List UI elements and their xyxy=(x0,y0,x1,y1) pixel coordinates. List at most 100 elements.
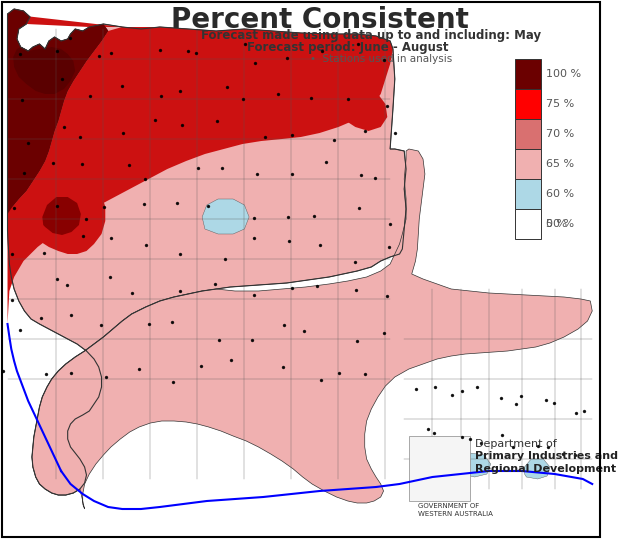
Text: 100 %: 100 % xyxy=(546,69,581,79)
Point xyxy=(40,370,51,378)
Point xyxy=(240,40,250,49)
Point xyxy=(66,369,76,377)
Point xyxy=(457,433,467,442)
Point xyxy=(390,129,400,137)
Point xyxy=(78,231,88,240)
Point xyxy=(127,288,138,297)
Point xyxy=(495,393,506,402)
Text: Forecast made using data up to and including: May: Forecast made using data up to and inclu… xyxy=(201,29,541,42)
Point xyxy=(360,127,371,135)
Point xyxy=(48,159,58,168)
Point xyxy=(351,286,362,295)
Text: Regional Development: Regional Development xyxy=(475,464,616,474)
Point xyxy=(209,280,220,289)
Point xyxy=(317,47,327,56)
Point xyxy=(516,392,527,400)
Point xyxy=(315,240,325,249)
Point xyxy=(497,431,508,440)
Point xyxy=(382,101,392,110)
Point xyxy=(94,52,104,60)
Point xyxy=(9,204,19,212)
Point xyxy=(175,287,186,295)
Point xyxy=(447,391,457,399)
Point xyxy=(382,292,392,300)
Point xyxy=(249,234,259,243)
Point xyxy=(116,82,127,91)
Point xyxy=(168,378,179,386)
Point xyxy=(150,115,160,124)
Polygon shape xyxy=(8,9,108,214)
Polygon shape xyxy=(525,459,550,479)
Point xyxy=(430,382,440,391)
Point xyxy=(175,249,185,258)
Point xyxy=(106,233,116,242)
Polygon shape xyxy=(456,453,491,477)
Point xyxy=(166,318,177,327)
Text: •  Stations used in analysis: • Stations used in analysis xyxy=(310,54,452,64)
Point xyxy=(350,258,360,266)
Point xyxy=(217,163,227,172)
Point xyxy=(360,369,370,378)
Point xyxy=(95,321,106,329)
Point xyxy=(353,40,363,49)
Polygon shape xyxy=(8,9,108,214)
Point xyxy=(532,441,543,450)
Point xyxy=(356,170,366,179)
Point xyxy=(309,212,319,220)
Point xyxy=(511,400,522,409)
Point xyxy=(476,438,486,447)
Point xyxy=(52,275,62,284)
Point xyxy=(284,237,294,245)
Point xyxy=(56,74,67,83)
Point xyxy=(250,58,260,67)
Bar xyxy=(409,436,470,501)
Point xyxy=(124,161,134,169)
Text: GOVERNMENT OF
WESTERN AUSTRALIA: GOVERNMENT OF WESTERN AUSTRALIA xyxy=(419,503,493,517)
Point xyxy=(62,281,72,289)
Point xyxy=(66,310,76,319)
Point xyxy=(15,50,26,58)
Point xyxy=(17,96,27,105)
Point xyxy=(52,202,62,210)
Point xyxy=(172,199,182,208)
Point xyxy=(75,133,85,141)
Point xyxy=(287,170,298,178)
Point xyxy=(558,450,568,459)
Point xyxy=(99,203,109,211)
Point xyxy=(282,54,292,63)
Point xyxy=(411,385,421,393)
Point xyxy=(548,399,559,407)
Point xyxy=(19,169,29,177)
Point xyxy=(139,200,149,209)
Point xyxy=(472,383,482,391)
Point xyxy=(177,121,188,129)
Bar xyxy=(515,179,541,209)
Point xyxy=(385,219,396,228)
Polygon shape xyxy=(337,89,387,131)
Point xyxy=(65,33,75,42)
Point xyxy=(250,291,260,299)
Point xyxy=(238,95,248,103)
Point xyxy=(249,214,259,223)
Text: Department of: Department of xyxy=(475,439,556,449)
Point xyxy=(155,46,165,55)
Point xyxy=(571,409,581,417)
Point xyxy=(457,387,467,396)
Polygon shape xyxy=(202,199,249,234)
Point xyxy=(316,375,326,384)
Point xyxy=(247,336,257,344)
Point xyxy=(385,243,395,252)
Point xyxy=(312,282,322,291)
Point xyxy=(579,407,589,416)
Point xyxy=(321,158,332,167)
Point xyxy=(182,46,193,55)
Point xyxy=(203,202,213,210)
Point xyxy=(379,56,389,64)
Point xyxy=(287,131,298,140)
Point xyxy=(259,133,269,141)
Point xyxy=(52,47,62,56)
Polygon shape xyxy=(42,197,81,235)
Point xyxy=(212,117,222,126)
Point xyxy=(465,435,475,444)
Point xyxy=(191,49,202,57)
